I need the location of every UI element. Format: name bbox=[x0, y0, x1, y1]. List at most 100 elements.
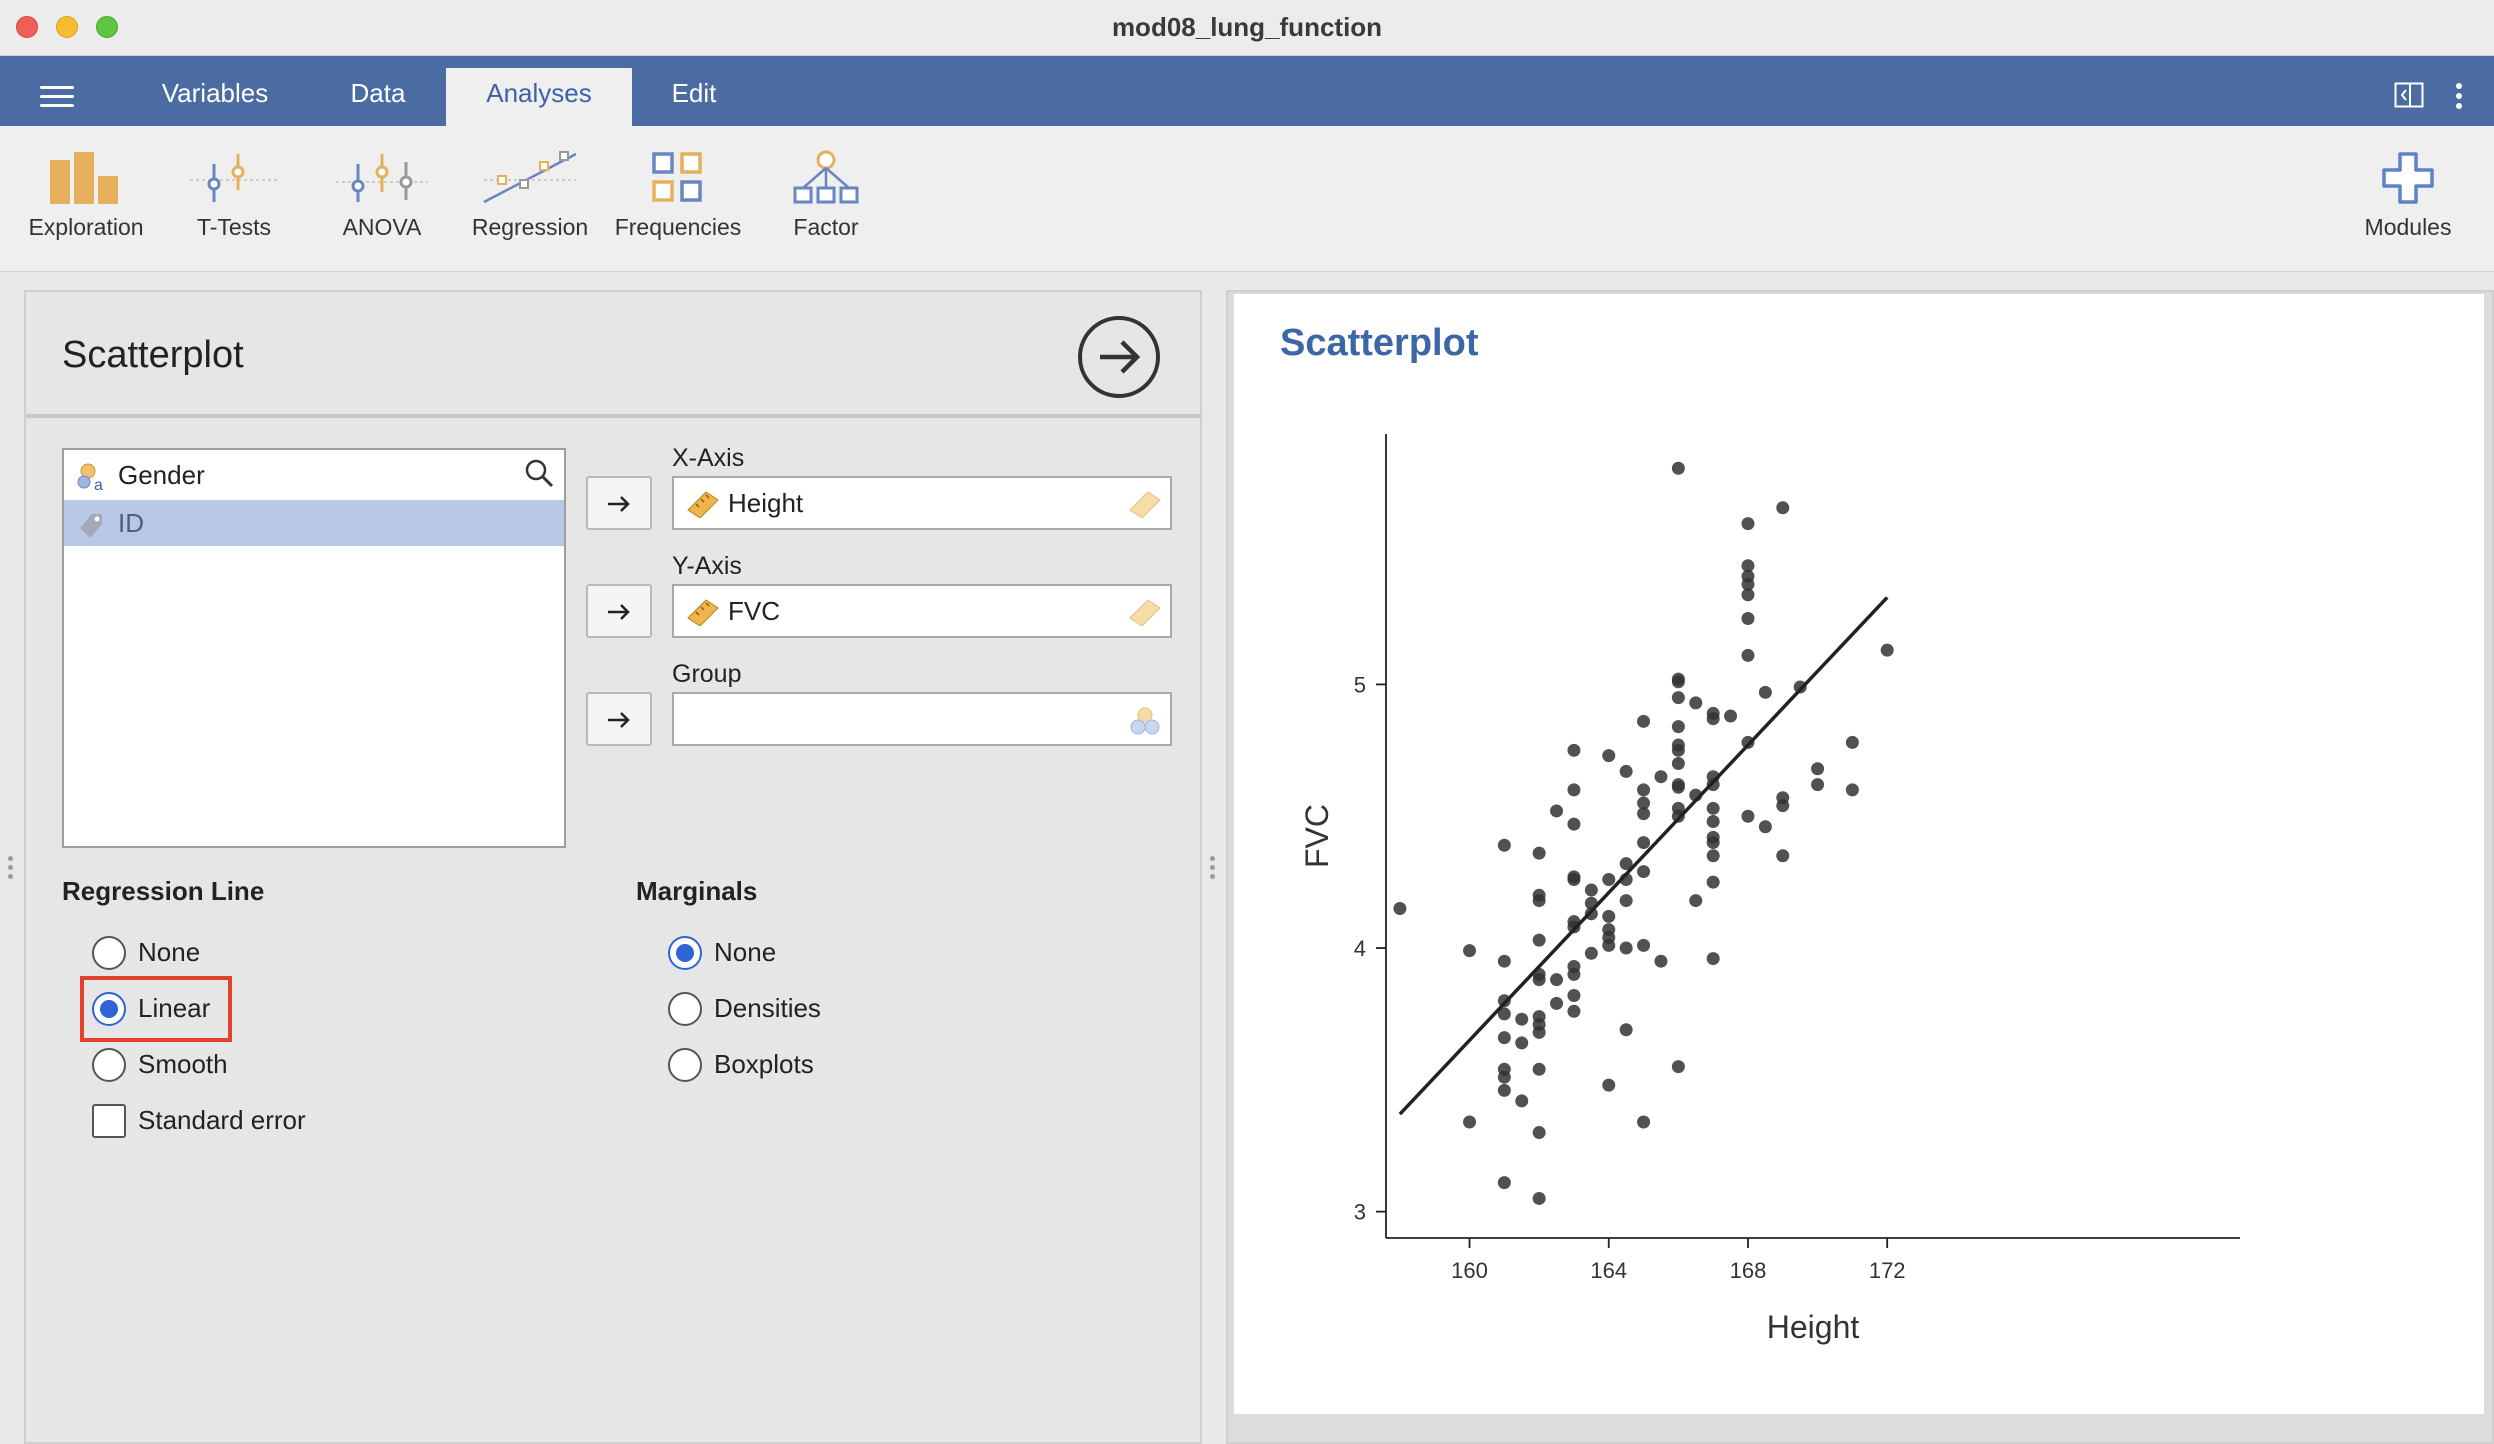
marginals-densities-option[interactable]: Densities bbox=[668, 986, 821, 1030]
data-point bbox=[1497, 954, 1511, 968]
tab-variables[interactable]: Variables bbox=[161, 78, 269, 108]
radio-button-selected[interactable] bbox=[92, 992, 126, 1026]
standard-error-option[interactable]: Standard error bbox=[92, 1098, 306, 1142]
continuous-type-icon bbox=[1129, 491, 1161, 518]
regression-linear-option[interactable]: Linear bbox=[92, 986, 210, 1030]
tab-edit[interactable]: Edit bbox=[671, 78, 717, 108]
data-point bbox=[1671, 461, 1685, 475]
data-point bbox=[1637, 1115, 1651, 1129]
x-tick-label: 172 bbox=[1869, 1258, 1906, 1283]
data-point bbox=[1671, 780, 1685, 794]
window-minimize-button[interactable] bbox=[56, 16, 78, 38]
data-point bbox=[1706, 875, 1720, 889]
close-options-button[interactable] bbox=[1078, 316, 1160, 398]
data-point bbox=[1619, 764, 1633, 778]
data-point bbox=[1811, 778, 1825, 792]
title-bar: mod08_lung_function bbox=[0, 0, 2494, 56]
panel-divider bbox=[26, 414, 1202, 418]
standard-error-checkbox[interactable] bbox=[92, 1104, 126, 1138]
tab-analyses[interactable]: Analyses bbox=[446, 68, 632, 126]
data-point bbox=[1845, 735, 1859, 749]
panel-splitter-handle[interactable] bbox=[1210, 856, 1216, 883]
data-point bbox=[1741, 559, 1755, 573]
group-label: Group bbox=[672, 660, 742, 688]
radio-button[interactable] bbox=[668, 992, 702, 1026]
variable-item-id[interactable]: ID bbox=[64, 500, 564, 546]
data-point bbox=[1724, 709, 1738, 723]
y-tick-label: 5 bbox=[1354, 672, 1366, 697]
data-point bbox=[1532, 846, 1546, 860]
t-tests-button[interactable]: T-Tests bbox=[164, 150, 304, 260]
data-point bbox=[1602, 749, 1616, 763]
frequencies-button[interactable]: Frequencies bbox=[608, 150, 748, 260]
data-point bbox=[1567, 1004, 1581, 1018]
data-point bbox=[1532, 894, 1546, 908]
continuous-variable-icon bbox=[687, 599, 719, 626]
move-to-group-button[interactable] bbox=[586, 692, 652, 746]
result-title: Scatterplot bbox=[1280, 322, 1479, 364]
exploration-icon bbox=[50, 152, 118, 204]
anova-button[interactable]: ANOVA bbox=[312, 150, 452, 260]
data-point bbox=[1550, 996, 1564, 1010]
hamburger-menu-icon[interactable] bbox=[40, 86, 74, 108]
window-maximize-button[interactable] bbox=[96, 16, 118, 38]
nominal-type-icon bbox=[1130, 707, 1160, 735]
regression-smooth-option[interactable]: Smooth bbox=[92, 1042, 228, 1086]
options-panel: Scatterplot a Gender ID bbox=[24, 290, 1202, 1444]
move-to-y-axis-button[interactable] bbox=[586, 584, 652, 638]
move-to-x-axis-button[interactable] bbox=[586, 476, 652, 530]
arrow-right-icon bbox=[608, 712, 630, 728]
regression-none-option[interactable]: None bbox=[92, 930, 200, 974]
y-axis-field[interactable]: FVC bbox=[672, 584, 1172, 638]
panel-toggle-icon[interactable] bbox=[2394, 82, 2424, 108]
data-point bbox=[1463, 944, 1477, 958]
data-point bbox=[1619, 1023, 1633, 1037]
data-point bbox=[1515, 1094, 1529, 1108]
data-point bbox=[1637, 783, 1651, 797]
factor-button[interactable]: Factor bbox=[756, 150, 896, 260]
data-point bbox=[1741, 588, 1755, 602]
radio-button[interactable] bbox=[92, 936, 126, 970]
regression-button[interactable]: Regression bbox=[460, 150, 600, 260]
data-point bbox=[1567, 967, 1581, 981]
x-axis-field[interactable]: Height bbox=[672, 476, 1172, 530]
data-point bbox=[1776, 849, 1790, 863]
data-point bbox=[1567, 817, 1581, 831]
marginals-heading: Marginals bbox=[636, 876, 758, 906]
variable-item-gender[interactable]: a Gender bbox=[64, 452, 564, 498]
data-point bbox=[1532, 1025, 1546, 1039]
data-point bbox=[1619, 941, 1633, 955]
data-point bbox=[1671, 691, 1685, 705]
data-point bbox=[1741, 612, 1755, 626]
factor-icon bbox=[793, 150, 859, 204]
data-point bbox=[1602, 938, 1616, 952]
data-point bbox=[1741, 648, 1755, 662]
variable-list[interactable]: a Gender ID bbox=[62, 448, 566, 848]
left-splitter-handle[interactable] bbox=[8, 856, 14, 883]
exploration-button[interactable]: Exploration bbox=[16, 150, 156, 260]
radio-button[interactable] bbox=[92, 1048, 126, 1082]
marginals-boxplots-option[interactable]: Boxplots bbox=[668, 1042, 814, 1086]
data-point bbox=[1602, 872, 1616, 886]
window-close-button[interactable] bbox=[16, 16, 38, 38]
menu-bar: Variables Data Analyses Edit bbox=[0, 56, 2494, 126]
radio-button[interactable] bbox=[668, 1048, 702, 1082]
more-options-icon[interactable] bbox=[2452, 82, 2466, 112]
search-icon[interactable] bbox=[524, 458, 554, 488]
continuous-variable-icon bbox=[687, 491, 719, 518]
modules-button[interactable]: Modules bbox=[2338, 150, 2478, 260]
highlight-annotation bbox=[80, 976, 232, 1042]
radio-button-selected[interactable] bbox=[668, 936, 702, 970]
data-point bbox=[1880, 643, 1894, 657]
data-point bbox=[1776, 799, 1790, 813]
data-point bbox=[1776, 501, 1790, 515]
data-point bbox=[1671, 757, 1685, 771]
data-point bbox=[1671, 675, 1685, 689]
group-field[interactable] bbox=[672, 692, 1172, 746]
marginals-none-option[interactable]: None bbox=[668, 930, 776, 974]
data-point bbox=[1671, 720, 1685, 734]
x-axis-title: Height bbox=[1767, 1309, 1860, 1345]
tab-data[interactable]: Data bbox=[350, 78, 406, 108]
results-panel: Scatterplot 160 164 168 172 3 4 5 Height FVC bbox=[1226, 290, 2494, 1444]
data-point bbox=[1584, 946, 1598, 960]
